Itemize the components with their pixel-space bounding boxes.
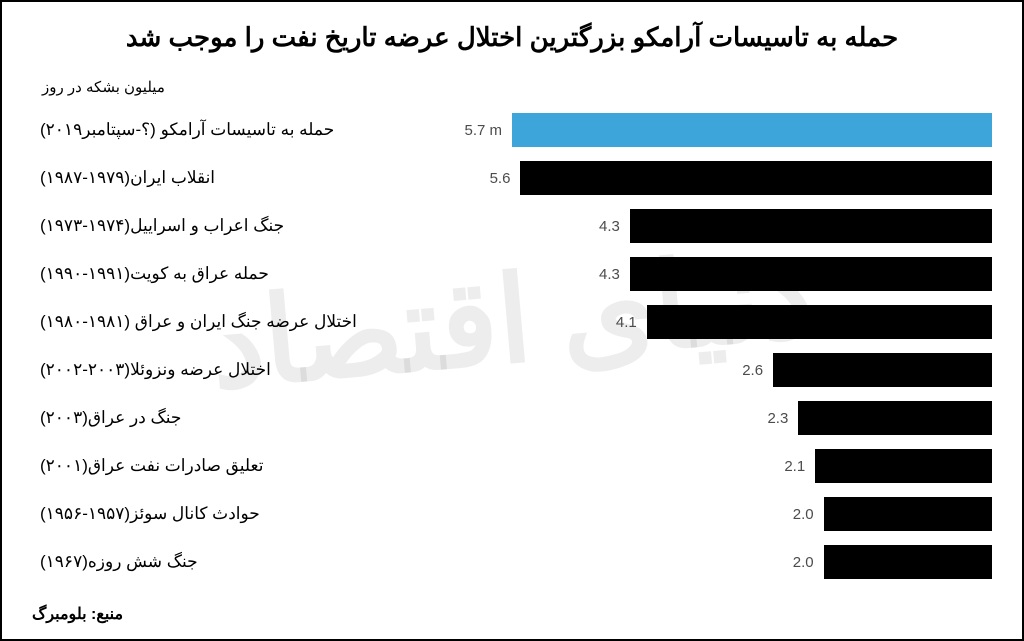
bar-row: جنگ اعراب و اسراییل(۱۹۷۴-۱۹۷۳) 4.3	[32, 207, 992, 245]
bar-container: 2.1	[502, 447, 992, 485]
bar	[520, 161, 992, 195]
bar-value: 5.6	[490, 170, 511, 187]
bar-container: 4.1	[502, 303, 992, 341]
bar-row: اختلال عرضه جنگ ایران و عراق (۱۹۸۱-۱۹۸۰)…	[32, 303, 992, 341]
bar-value: 2.6	[742, 362, 763, 379]
bar-container: 2.0	[502, 495, 992, 533]
bar-label: اختلال عرضه جنگ ایران و عراق (۱۹۸۱-۱۹۸۰)	[32, 312, 502, 332]
bar-label: انقلاب ایران(۱۹۷۹-۱۹۸۷)	[32, 168, 490, 188]
bar	[798, 401, 992, 435]
bar-row: جنگ در عراق(۲۰۰۳) 2.3	[32, 399, 992, 437]
bar	[773, 353, 992, 387]
bar-container: 2.0	[502, 543, 992, 581]
bar-label: حوادث کانال سوئز(۱۹۵۷-۱۹۵۶)	[32, 504, 502, 524]
bar-container: 5.6	[490, 159, 992, 197]
bar	[647, 305, 992, 339]
bar	[630, 209, 992, 243]
chart-area: حمله به تاسیسات آرامکو (؟-سپتامبر۲۰۱۹)5.…	[32, 111, 992, 581]
bar-row: حمله به تاسیسات آرامکو (؟-سپتامبر۲۰۱۹)5.…	[32, 111, 992, 149]
bar-label: حمله به تاسیسات آرامکو (؟-سپتامبر۲۰۱۹)	[32, 120, 464, 140]
bar-row: حوادث کانال سوئز(۱۹۵۷-۱۹۵۶) 2.0	[32, 495, 992, 533]
bar-value: 4.3	[599, 266, 620, 283]
bar-value: 2.0	[793, 554, 814, 571]
bar	[512, 113, 992, 147]
bar-value: 2.3	[767, 410, 788, 427]
chart-title: حمله به تاسیسات آرامکو بزرگترین اختلال ع…	[32, 22, 992, 53]
bar-row: تعلیق صادرات نفت عراق(۲۰۰۱) 2.1	[32, 447, 992, 485]
bar	[824, 497, 992, 531]
bar-container: 4.3	[502, 207, 992, 245]
bar-container: 2.3	[502, 399, 992, 437]
bar-row: جنگ شش روزه(۱۹۶۷) 2.0	[32, 543, 992, 581]
bar-row: اختلال عرضه ونزوئلا(۲۰۰۳-۲۰۰۲) 2.6	[32, 351, 992, 389]
bar	[824, 545, 992, 579]
chart-source: منبع: بلومبرگ	[32, 604, 123, 624]
bar-container: 5.7 m	[464, 111, 992, 149]
bar	[630, 257, 992, 291]
bar-value: 4.3	[599, 218, 620, 235]
bar-label: جنگ اعراب و اسراییل(۱۹۷۴-۱۹۷۳)	[32, 216, 502, 236]
y-axis-label: میلیون بشکه در روز	[32, 78, 992, 96]
bar-container: 2.6	[502, 351, 992, 389]
bar-label: جنگ در عراق(۲۰۰۳)	[32, 408, 502, 428]
bar	[815, 449, 992, 483]
bar-row: حمله عراق به کویت(۱۹۹۱-۱۹۹۰) 4.3	[32, 255, 992, 293]
bar-value: 2.0	[793, 506, 814, 523]
bar-label: اختلال عرضه ونزوئلا(۲۰۰۳-۲۰۰۲)	[32, 360, 502, 380]
bar-value: 4.1	[616, 314, 637, 331]
bar-container: 4.3	[502, 255, 992, 293]
bar-row: انقلاب ایران(۱۹۷۹-۱۹۸۷)5.6	[32, 159, 992, 197]
bar-value: 5.7 m	[464, 122, 502, 139]
bar-label: تعلیق صادرات نفت عراق(۲۰۰۱)	[32, 456, 502, 476]
bar-label: حمله عراق به کویت(۱۹۹۱-۱۹۹۰)	[32, 264, 502, 284]
bar-label: جنگ شش روزه(۱۹۶۷)	[32, 552, 502, 572]
bar-value: 2.1	[784, 458, 805, 475]
